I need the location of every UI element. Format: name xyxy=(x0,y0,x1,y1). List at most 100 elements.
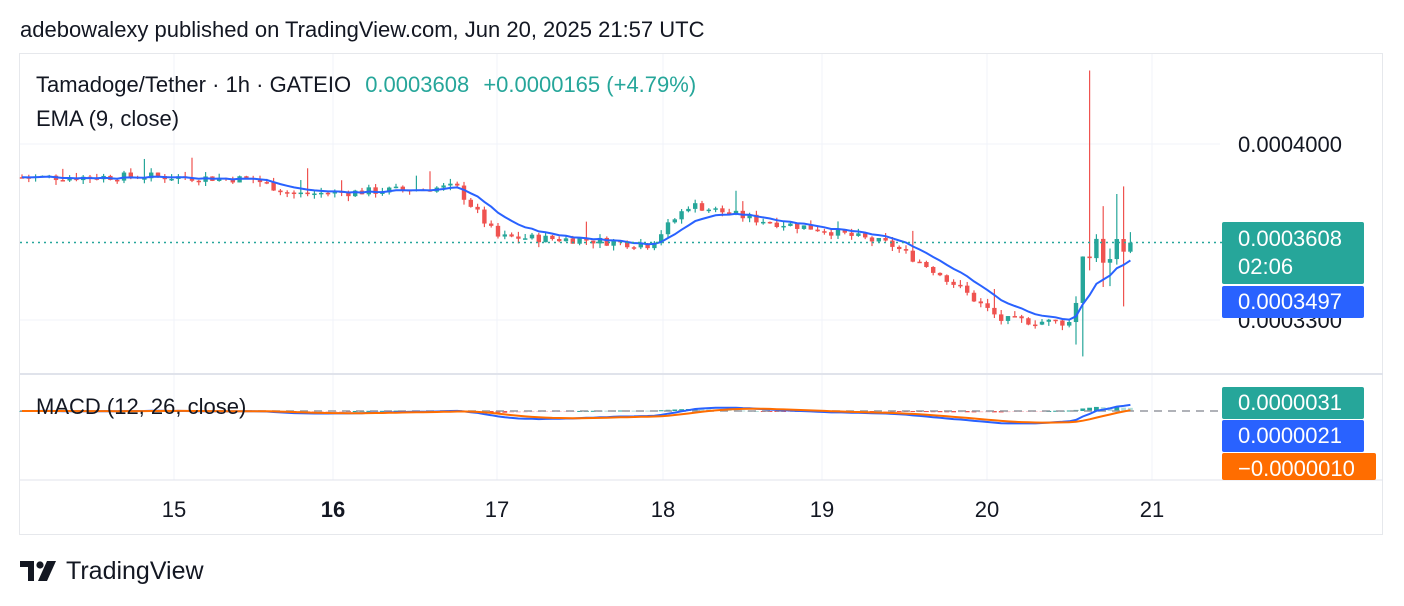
candle-body xyxy=(727,212,732,215)
macd-histogram-bar xyxy=(488,411,494,413)
candle-body xyxy=(1053,319,1058,322)
macd-histogram-bar xyxy=(1066,410,1072,412)
candle-body xyxy=(693,203,698,209)
tradingview-footer[interactable]: TradingView xyxy=(20,557,204,586)
candle-body xyxy=(672,219,677,223)
candle-body xyxy=(285,192,290,194)
candle-body xyxy=(611,240,616,246)
candle-body xyxy=(169,178,174,181)
candle-body xyxy=(189,177,195,181)
macd-histogram-bar xyxy=(910,411,916,412)
macd-histogram-bar xyxy=(577,410,582,412)
candle-body xyxy=(971,292,977,302)
ema-price-tag-value: 0.0003497 xyxy=(1238,289,1342,314)
candle-body xyxy=(958,284,963,287)
candle-body xyxy=(60,180,65,182)
candle-body xyxy=(829,232,834,236)
candle-body xyxy=(659,234,664,243)
candle-body xyxy=(298,192,303,195)
candle-body xyxy=(557,239,562,242)
macd-histogram-bar xyxy=(1087,407,1092,411)
candle-body xyxy=(767,221,773,224)
macd-histogram-bar xyxy=(645,410,650,412)
y-tick-label: 0.0004000 xyxy=(1238,132,1342,157)
candle-body xyxy=(883,237,888,241)
ema-legend: EMA (9, close) xyxy=(36,106,179,132)
candle-body xyxy=(801,225,807,229)
candle-body xyxy=(346,192,351,197)
candle-body xyxy=(713,208,718,210)
candle-body xyxy=(1101,238,1106,263)
macd-histogram-bar xyxy=(1114,407,1120,411)
ema-label: EMA (9, close) xyxy=(36,106,180,131)
macd-line-tag: 0.0000021 xyxy=(1222,420,1364,452)
candle-body xyxy=(788,223,793,226)
candle-body xyxy=(1094,238,1099,259)
candle-body xyxy=(577,238,582,244)
macd-histogram-bar xyxy=(978,411,984,413)
macd-histogram-bar xyxy=(590,410,596,412)
candle-body xyxy=(665,222,671,235)
x-tick-label: 16 xyxy=(321,497,345,522)
candle-body xyxy=(244,176,249,178)
macd-histogram-bar xyxy=(516,411,521,413)
candle-body xyxy=(822,231,827,233)
candle-body xyxy=(591,240,596,244)
candle-body xyxy=(332,191,337,194)
candle-body xyxy=(604,237,609,246)
x-tick-label: 19 xyxy=(810,497,834,522)
candle-body xyxy=(625,241,630,248)
candle-body xyxy=(754,214,759,223)
candle-body xyxy=(196,180,201,183)
candle-body xyxy=(400,186,405,190)
candle-body xyxy=(584,238,589,241)
candle-body xyxy=(638,243,643,248)
macd-histogram-bar xyxy=(380,410,385,412)
candle-body xyxy=(815,229,820,232)
candle-body xyxy=(1067,322,1072,326)
candle-body xyxy=(781,225,786,228)
candle-body xyxy=(863,233,868,238)
candle-body xyxy=(747,214,752,219)
macd-label: MACD (12, 26, close) xyxy=(36,394,247,419)
candle-body xyxy=(910,250,915,262)
candle-body xyxy=(325,192,331,195)
candle-body xyxy=(441,185,446,188)
candle-body xyxy=(978,301,983,304)
candle-body xyxy=(944,275,949,282)
candle-body xyxy=(808,225,813,230)
last-price-value: 0.0003608 xyxy=(365,72,470,97)
macd-histogram-bar xyxy=(1053,410,1058,412)
x-axis-ticks: 15 16 17 18 19 20 21 xyxy=(162,497,1164,522)
macd-hist-tag: 0.0000031 xyxy=(1222,387,1364,419)
candle-body xyxy=(1107,259,1113,263)
tradingview-logo-icon xyxy=(20,560,56,581)
macd-histogram-bar xyxy=(924,411,929,413)
macd-histogram-bar xyxy=(495,411,501,413)
signal-line xyxy=(22,407,1131,424)
macd-histogram-bar xyxy=(951,411,956,413)
candle-body xyxy=(502,234,507,237)
macd-histogram-bar xyxy=(740,410,746,412)
candle-body xyxy=(720,208,725,213)
candle-body xyxy=(1012,316,1017,318)
candle-body xyxy=(1121,239,1126,252)
candle-body xyxy=(890,240,895,247)
macd-histogram-bar xyxy=(352,410,358,412)
x-tick-label: 20 xyxy=(975,497,999,522)
macd-histogram-bar xyxy=(366,410,372,412)
macd-histogram-bar xyxy=(1121,407,1126,411)
candle-body xyxy=(1080,256,1085,303)
candle-body xyxy=(461,185,467,200)
ema-price-tag: 0.0003497 xyxy=(1222,286,1364,318)
candle-body xyxy=(455,183,460,186)
macd-histogram-bar xyxy=(339,411,344,412)
last-price-tag: 0.0003608 02:06 xyxy=(1222,222,1364,284)
candle-body xyxy=(951,281,956,285)
macd-histogram-bar xyxy=(964,411,970,413)
candle-body xyxy=(393,186,399,189)
candle-body xyxy=(699,203,705,211)
macd-histogram-bar xyxy=(937,411,943,413)
candle-body xyxy=(1128,242,1133,252)
macd-signal-tag-value: −0.0000010 xyxy=(1238,456,1355,480)
